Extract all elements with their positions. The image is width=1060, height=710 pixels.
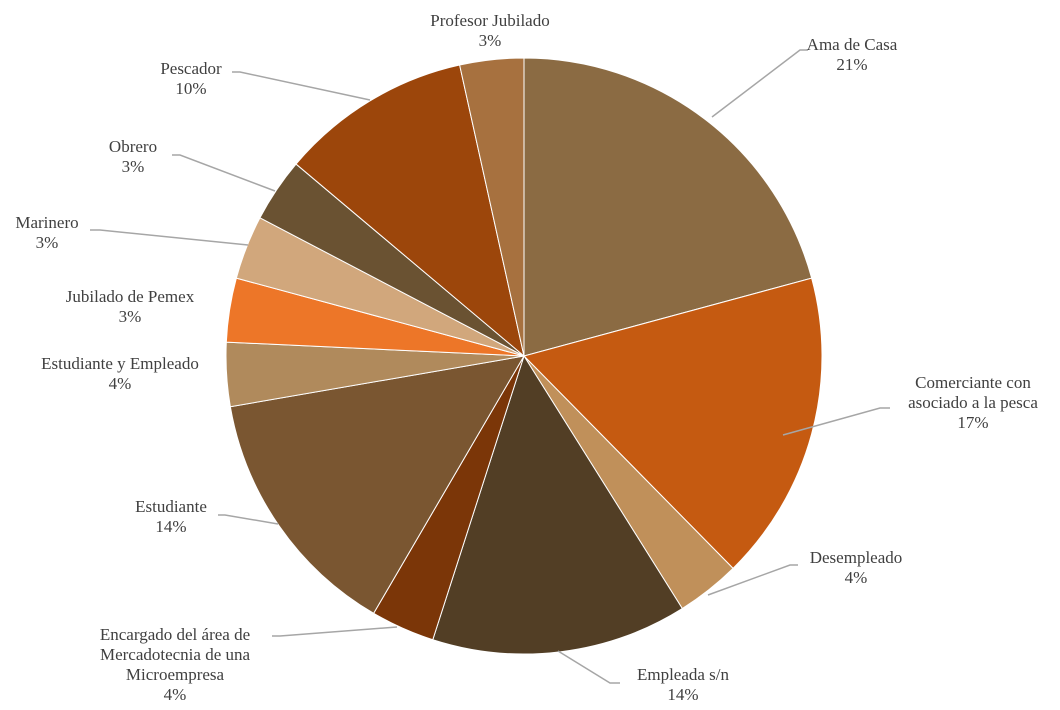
slice-label-line: Profesor Jubilado bbox=[430, 11, 549, 30]
slice-percent: 4% bbox=[164, 685, 187, 704]
leader-line-ama-de-casa bbox=[711, 49, 808, 118]
slice-percent: 10% bbox=[175, 79, 206, 98]
slice-percent: 3% bbox=[122, 157, 145, 176]
slice-label-line: Jubilado de Pemex bbox=[66, 287, 195, 306]
slice-percent: 3% bbox=[36, 233, 59, 252]
slice-label-line: Comerciante con bbox=[915, 373, 1031, 392]
slice-label-line: Encargado del área de bbox=[100, 625, 250, 644]
pie-slice-ama-de-casa bbox=[523, 57, 813, 357]
slice-label-encargado-del-area-de-mercadotecnia-de-una-microempresa: Encargado del área de Mercadotecnia de un… bbox=[100, 625, 251, 704]
pie-slice-comerciante-con-asociado-a-la-pesca bbox=[523, 277, 823, 570]
slice-percent: 3% bbox=[119, 307, 142, 326]
leader-line-encargado-del-area-de-mercadotecnia-de-una-microempresa bbox=[272, 626, 398, 637]
leader-line-comerciante-con-asociado-a-la-pesca bbox=[782, 407, 890, 436]
pie-slice-empleada-s-n bbox=[432, 354, 683, 655]
slice-label-obrero: Obrero 3% bbox=[109, 137, 157, 176]
slice-label-marinero: Marinero 3% bbox=[15, 213, 78, 252]
pie-slice-pescador bbox=[295, 64, 525, 358]
slice-percent: 3% bbox=[479, 31, 502, 50]
slice-label-estudiante-y-empleado: Estudiante y Empleado 4% bbox=[41, 354, 199, 393]
slice-label-profesor-jubilado: Profesor Jubilado 3% bbox=[430, 11, 549, 50]
slice-label-comerciante-con-asociado-a-la-pesca: Comerciante con asociado a la pesca 17% bbox=[908, 373, 1038, 432]
slice-label-pescador: Pescador 10% bbox=[160, 59, 222, 98]
slice-label-line: asociado a la pesca bbox=[908, 393, 1038, 412]
leader-line-desempleado bbox=[707, 564, 798, 596]
slice-label-line: Desempleado bbox=[810, 548, 903, 567]
pie-slice-profesor-jubilado bbox=[459, 57, 525, 357]
slice-percent: 14% bbox=[155, 517, 186, 536]
leader-line-marinero bbox=[90, 229, 249, 246]
slice-label-line: Ama de Casa bbox=[807, 35, 898, 54]
slice-labels: Ama de Casa 21% Comerciante con asociado a … bbox=[15, 11, 1038, 704]
slice-label-line: Microempresa bbox=[126, 665, 225, 684]
slice-label-line: Obrero bbox=[109, 137, 157, 156]
pie-slice-estudiante bbox=[229, 355, 525, 614]
slice-label-desempleado: Desempleado 4% bbox=[810, 548, 903, 587]
slice-label-line: Mercadotecnia de una bbox=[100, 645, 251, 664]
slice-label-line: Marinero bbox=[15, 213, 78, 232]
leader-line-pescador bbox=[232, 71, 371, 101]
slice-percent: 4% bbox=[109, 374, 132, 393]
slice-label-line: Empleada s/n bbox=[637, 665, 730, 684]
slice-label-estudiante: Estudiante 14% bbox=[135, 497, 207, 536]
slice-percent: 17% bbox=[957, 413, 988, 432]
slice-label-jubilado-de-pemex: Jubilado de Pemex 3% bbox=[66, 287, 195, 326]
slice-label-line: Estudiante bbox=[135, 497, 207, 516]
leader-line-empleada-s-n bbox=[557, 650, 620, 684]
slice-percent: 4% bbox=[845, 568, 868, 587]
slice-label-ama-de-casa: Ama de Casa 21% bbox=[807, 35, 898, 74]
leader-line-obrero bbox=[172, 154, 276, 192]
leader-lines bbox=[90, 49, 890, 684]
slice-percent: 21% bbox=[836, 55, 867, 74]
leader-line-estudiante bbox=[218, 514, 279, 525]
slice-percent: 14% bbox=[667, 685, 698, 704]
slice-label-line: Pescador bbox=[160, 59, 222, 78]
pie-slices bbox=[225, 57, 823, 655]
slice-label-empleada-s-n: Empleada s/n 14% bbox=[637, 665, 730, 704]
slice-label-line: Estudiante y Empleado bbox=[41, 354, 199, 373]
